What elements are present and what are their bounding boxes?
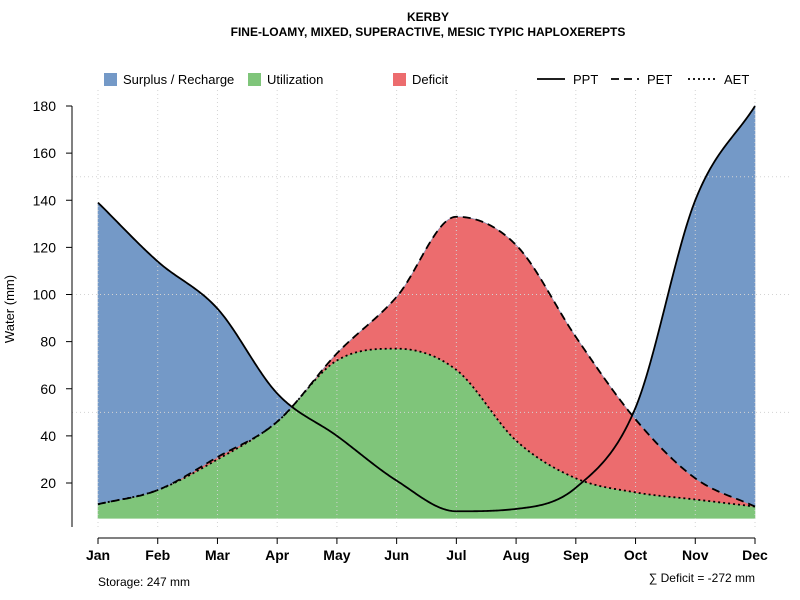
y-tick-label: 20	[40, 475, 56, 491]
axes: 20 40 60 80 100 120 140 160 180 Jan Feb Mar Apr May Ju…	[33, 98, 768, 563]
plot-area	[72, 90, 790, 527]
x-tick-label: Jan	[86, 547, 110, 563]
x-tick-label: Jun	[384, 547, 409, 563]
y-tick-label: 80	[40, 334, 56, 350]
series-line-ppt	[97, 105, 756, 513]
x-tick-label: Nov	[682, 547, 709, 563]
water-areas	[97, 104, 756, 519]
x-tick-label: Sep	[563, 547, 589, 563]
x-tick-label: Mar	[205, 547, 230, 563]
y-tick-label: 60	[40, 381, 56, 397]
y-tick-label: 140	[33, 192, 57, 208]
series-lines	[97, 105, 756, 513]
x-tick-label: May	[323, 547, 350, 563]
y-tick-label: 120	[33, 239, 57, 255]
legend-label: PPT	[573, 72, 598, 87]
y-tick-label: 40	[40, 428, 56, 444]
legend-label: PET	[647, 72, 672, 87]
legend-label: Utilization	[267, 72, 323, 87]
legend-swatch	[104, 73, 117, 86]
deficit-total-label: ∑ Deficit = -272 mm	[649, 571, 755, 585]
chart-subtitle: FINE-LOAMY, MIXED, SUPERACTIVE, MESIC TY…	[231, 25, 626, 39]
x-tick-label: Feb	[145, 547, 170, 563]
x-tick-label: Apr	[265, 547, 290, 563]
y-tick-label: 100	[33, 287, 57, 303]
y-tick-label: 160	[33, 145, 57, 161]
legend-swatch	[393, 73, 406, 86]
x-tick-label: Aug	[502, 547, 529, 563]
x-tick-label: Jul	[446, 547, 466, 563]
legend-label: Deficit	[412, 72, 449, 87]
legend-label: Surplus / Recharge	[123, 72, 234, 87]
legend-label: AET	[724, 72, 749, 87]
x-tick-label: Dec	[742, 547, 768, 563]
legend: Surplus / Recharge Utilization Deficit PPT P…	[104, 72, 749, 87]
chart-title: KERBY	[407, 10, 449, 24]
y-tick-label: 180	[33, 98, 57, 114]
grid-lines	[72, 90, 790, 527]
legend-swatch	[248, 73, 261, 86]
storage-label: Storage: 247 mm	[98, 575, 190, 589]
series-line-aet	[97, 347, 756, 508]
y-axis-label: Water (mm)	[2, 275, 17, 343]
x-tick-label: Oct	[624, 547, 648, 563]
series-line-pet	[97, 215, 756, 508]
